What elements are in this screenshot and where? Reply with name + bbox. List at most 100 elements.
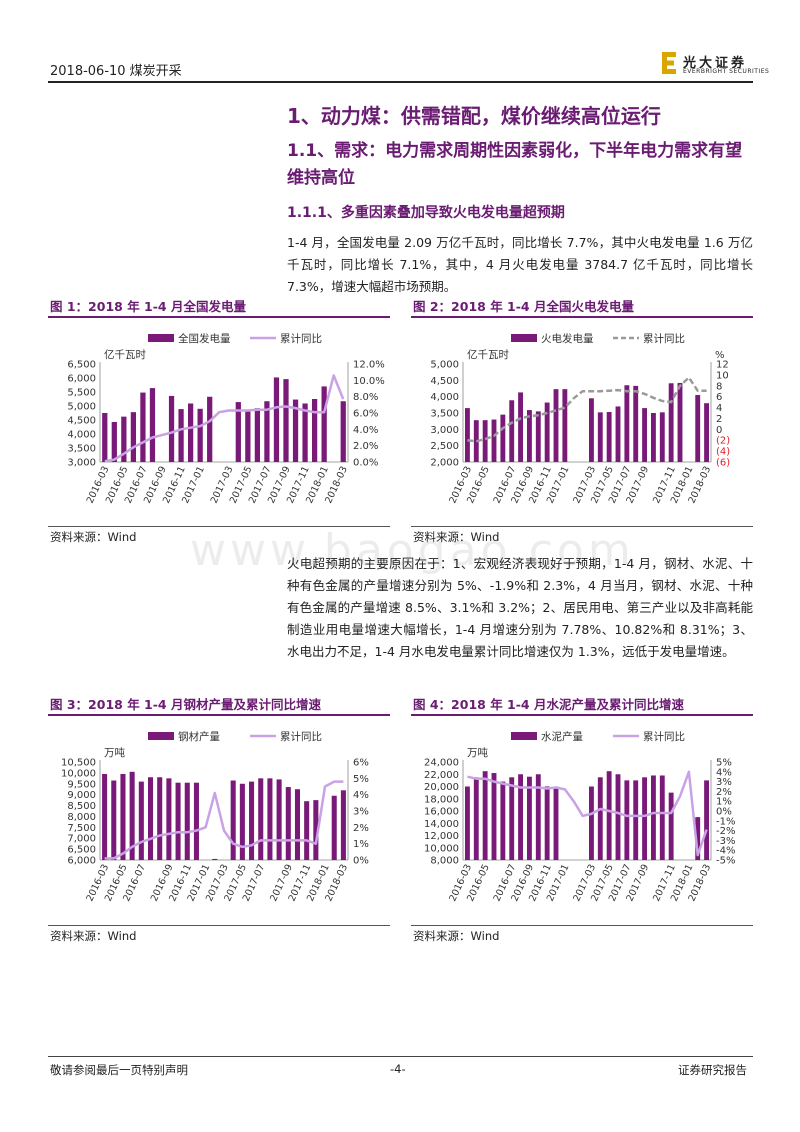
bar xyxy=(650,775,656,860)
y-tick-label: 6,500 xyxy=(67,360,96,371)
bar xyxy=(235,402,241,462)
y2-tick-label: 12 xyxy=(716,360,729,371)
bar xyxy=(526,776,532,860)
y2-tick-label: -4% xyxy=(716,846,735,857)
bar xyxy=(606,771,612,860)
bar xyxy=(588,398,594,462)
y2-tick-label: 4.0% xyxy=(353,425,378,436)
y-tick-label: 7,000 xyxy=(67,834,96,845)
chart-legend: 水泥产量 累计同比 xyxy=(511,730,685,743)
y2-tick-label: 6 xyxy=(716,392,722,403)
bar xyxy=(509,400,515,462)
bar xyxy=(535,411,541,462)
bar xyxy=(273,377,280,462)
y2-tick-label: 5% xyxy=(353,774,369,785)
bar xyxy=(285,787,291,860)
logo-text: 光大证券 xyxy=(683,56,748,71)
bar xyxy=(615,774,621,860)
bar xyxy=(157,777,163,860)
bar xyxy=(544,402,550,462)
bar xyxy=(147,777,154,860)
y-tick-label: 3,000 xyxy=(67,458,96,469)
y2-tick-label: (6) xyxy=(716,458,730,469)
bar xyxy=(340,790,346,860)
y-tick-label: 8,000 xyxy=(67,812,96,823)
y2-tick-label: 4% xyxy=(716,767,732,778)
bar xyxy=(633,780,639,860)
bar xyxy=(311,399,318,462)
bar xyxy=(668,383,674,462)
bar xyxy=(482,771,488,860)
y-tick-label: 10,000 xyxy=(424,843,459,854)
y-tick-label: 6,000 xyxy=(67,856,96,867)
bar xyxy=(166,778,172,860)
y-tick-label: 3,000 xyxy=(430,425,459,436)
bar xyxy=(695,395,701,462)
y2-tick-label: (4) xyxy=(716,447,730,458)
bar xyxy=(704,780,710,860)
bar xyxy=(340,401,346,462)
bar xyxy=(642,408,648,462)
bar xyxy=(518,392,524,462)
figure-1-rule xyxy=(48,316,390,318)
y2-tick-label: 1% xyxy=(716,797,732,808)
bar xyxy=(553,389,559,462)
legend-label-line: 累计同比 xyxy=(280,730,322,743)
bar xyxy=(553,786,559,860)
bar xyxy=(121,416,127,462)
y2-tick-label: 1% xyxy=(353,839,369,850)
y2-tick-label: -3% xyxy=(716,836,735,847)
bar xyxy=(276,779,282,860)
y-axis-unit: 亿千瓦时 xyxy=(467,348,509,361)
bar xyxy=(482,420,488,462)
bar xyxy=(267,778,273,860)
bar xyxy=(102,773,108,860)
bar xyxy=(491,773,497,860)
subsection-heading: 1.1、需求：电力需求周期性因素弱化，下半年电力需求有望维持高位 xyxy=(287,141,743,188)
y-tick-label: 16,000 xyxy=(424,807,459,818)
footer-disclaimer: 敬请参阅最后一页特别声明 xyxy=(50,1063,188,1077)
y-tick-label: 8,000 xyxy=(430,856,459,867)
y2-tick-label: 0 xyxy=(716,425,722,436)
legend-label-bar: 火电发电量 xyxy=(541,332,594,345)
legend-swatch-bar xyxy=(148,334,174,342)
bar xyxy=(597,412,603,462)
y-tick-label: 10,500 xyxy=(61,758,96,769)
bar xyxy=(197,408,203,462)
bar xyxy=(249,781,255,860)
y2-tick-label: 2% xyxy=(353,823,369,834)
y-tick-label: 6,000 xyxy=(67,374,96,385)
y-tick-label: 7,500 xyxy=(67,823,96,834)
bar xyxy=(624,780,630,860)
bar xyxy=(130,412,137,462)
y2-tick-label: 10.0% xyxy=(353,376,385,387)
bar xyxy=(184,782,190,860)
chart-legend: 钢材产量 累计同比 xyxy=(148,730,322,743)
body-paragraph-2: 火电超预期的主要原因在于：1、宏观经济表现好于预期，1-4 月，钢材、水泥、十种… xyxy=(287,556,753,659)
bar xyxy=(230,780,236,860)
y-tick-label: 22,000 xyxy=(424,770,459,781)
figure-3-rule xyxy=(48,714,390,716)
bar xyxy=(509,777,515,860)
legend-label-bar: 全国发电量 xyxy=(178,332,231,345)
bar xyxy=(464,408,470,462)
bar xyxy=(140,392,146,462)
bar xyxy=(302,403,308,462)
bar xyxy=(292,399,299,462)
figure-2-title: 图 2：2018 年 1-4 月全国火电发电量 xyxy=(413,299,634,314)
y2-tick-label: -5% xyxy=(716,856,735,867)
report-date-sector: 2018-06-10 煤炭开采 xyxy=(50,64,182,79)
bar xyxy=(695,817,701,860)
bar xyxy=(149,388,156,462)
y2-tick-label: 6% xyxy=(353,758,369,769)
y2-tick-label: 3% xyxy=(353,807,369,818)
y2-tick-label: 6.0% xyxy=(353,409,378,420)
bar xyxy=(138,781,144,860)
y2-tick-label: 0% xyxy=(353,856,369,867)
y-tick-label: 2,000 xyxy=(430,458,459,469)
y-tick-label: 4,500 xyxy=(430,376,459,387)
everbright-logo-icon xyxy=(662,52,676,74)
y-axis-unit: 万吨 xyxy=(104,746,125,759)
